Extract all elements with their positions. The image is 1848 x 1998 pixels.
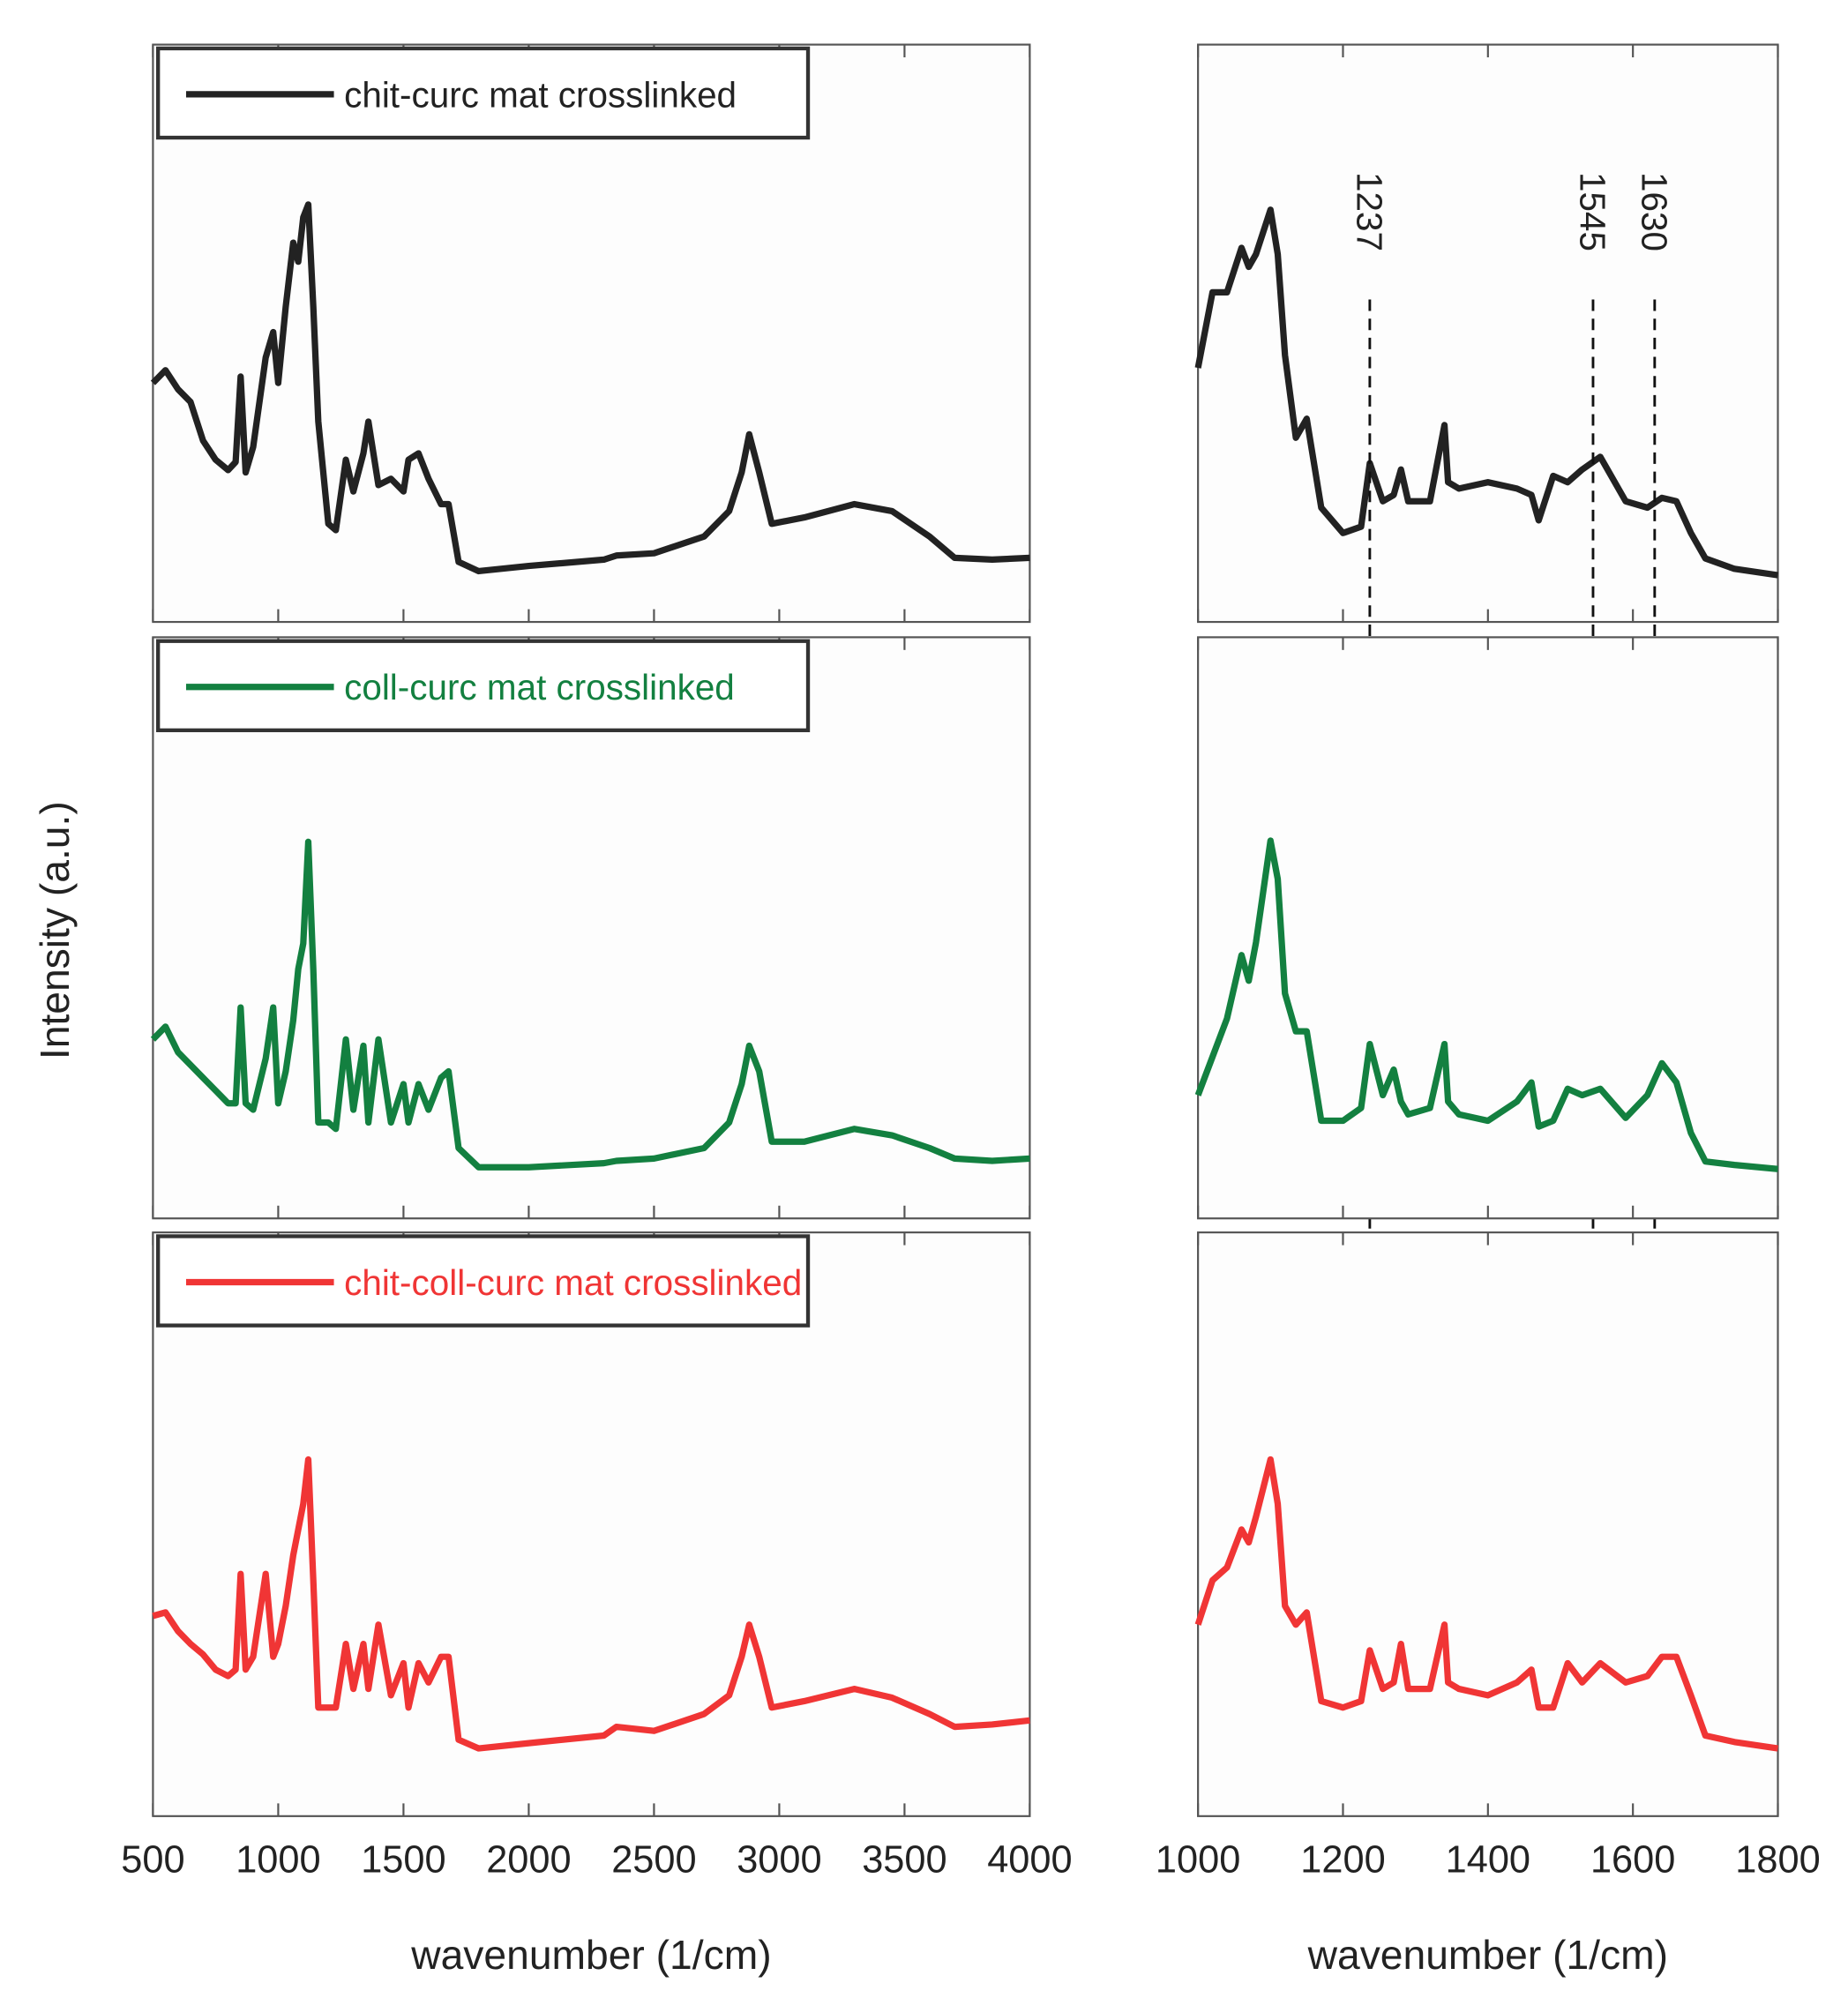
x-axis-label: wavenumber (1/cm) [410, 1932, 771, 1978]
x-tick-label: 3500 [862, 1838, 946, 1881]
x-tick-label: 2500 [611, 1838, 696, 1881]
plot-frame [152, 636, 1031, 1220]
x-tick-label: 2000 [486, 1838, 571, 1881]
x-axis-label: wavenumber (1/cm) [1307, 1932, 1668, 1978]
x-tick-label: 1800 [1735, 1838, 1820, 1881]
x-tick-label: 1000 [1156, 1838, 1240, 1881]
annotation-label: 1545 [1573, 172, 1613, 251]
legend-label: coll-curc mat crosslinked [344, 667, 735, 707]
plot-frame [1197, 43, 1779, 624]
x-tick-label: 500 [121, 1838, 184, 1881]
data-line [1194, 206, 1779, 579]
plot-frame [1197, 1231, 1779, 1817]
data-line [1194, 1455, 1779, 1752]
x-tick-label: 1500 [361, 1838, 445, 1881]
legend-label: chit-coll-curc mat crosslinked [344, 1262, 802, 1303]
x-tick-label: 1400 [1446, 1838, 1530, 1881]
legend: chit-coll-curc mat crosslinked [156, 1234, 811, 1328]
legend: coll-curc mat crosslinked [156, 639, 811, 733]
data-line [150, 201, 1030, 575]
legend-label: chit-curc mat crosslinked [344, 74, 737, 115]
x-tick-label: 1600 [1590, 1838, 1675, 1881]
x-tick-label: 1200 [1300, 1838, 1385, 1881]
annotation-label: 1630 [1634, 172, 1674, 251]
x-tick-label: 4000 [987, 1838, 1072, 1881]
legend: chit-curc mat crosslinked [156, 46, 811, 140]
annotation-label: 1237 [1349, 172, 1389, 251]
x-tick-label: 3000 [737, 1838, 821, 1881]
plot-frame [152, 43, 1031, 624]
x-tick-label: 1000 [236, 1838, 320, 1881]
data-line [150, 838, 1030, 1171]
y-axis-label: Intensity (a.u.) [32, 801, 78, 1059]
data-line [152, 1455, 1030, 1752]
data-line [1194, 837, 1778, 1172]
